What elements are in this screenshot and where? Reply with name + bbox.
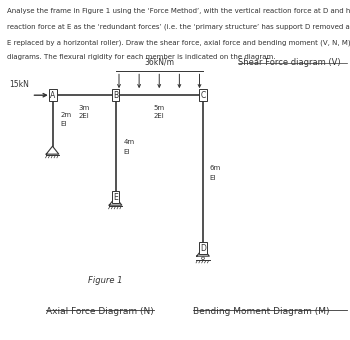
Text: EI: EI (123, 149, 130, 155)
Text: EI: EI (209, 175, 216, 181)
Text: 36kN/m: 36kN/m (144, 58, 174, 67)
Text: 2EI: 2EI (79, 113, 89, 119)
Text: C: C (200, 91, 206, 100)
Text: Shear Force diagram (V): Shear Force diagram (V) (238, 58, 341, 67)
Text: 2m: 2m (60, 112, 71, 118)
Text: Bending Moment Diagram (M): Bending Moment Diagram (M) (193, 307, 329, 316)
Text: B: B (113, 91, 118, 100)
Text: 2EI: 2EI (154, 113, 164, 119)
Text: Analyse the frame in Figure 1 using the ‘Force Method’, with the vertical reacti: Analyse the frame in Figure 1 using the … (7, 8, 350, 15)
Text: reaction force at E as the ‘redundant forces’ (i.e. the ‘primary structure’ has : reaction force at E as the ‘redundant fo… (7, 24, 350, 30)
Text: Axial Force Diagram (N): Axial Force Diagram (N) (46, 307, 153, 316)
Text: diagrams. The flexural rigidity for each member is indicated on the diagram.: diagrams. The flexural rigidity for each… (7, 54, 275, 61)
Text: 5m: 5m (154, 105, 165, 111)
Text: Figure 1: Figure 1 (88, 276, 122, 285)
Text: 15kN: 15kN (9, 80, 29, 89)
Text: D: D (200, 244, 206, 253)
Text: EI: EI (60, 121, 66, 127)
Text: A: A (50, 91, 55, 100)
Text: E: E (113, 193, 118, 202)
Text: 3m: 3m (78, 105, 90, 111)
Text: 6m: 6m (209, 165, 220, 171)
Text: 4m: 4m (123, 139, 134, 145)
Text: E replaced by a horizontal roller). Draw the shear force, axial force and bendin: E replaced by a horizontal roller). Draw… (7, 39, 350, 46)
